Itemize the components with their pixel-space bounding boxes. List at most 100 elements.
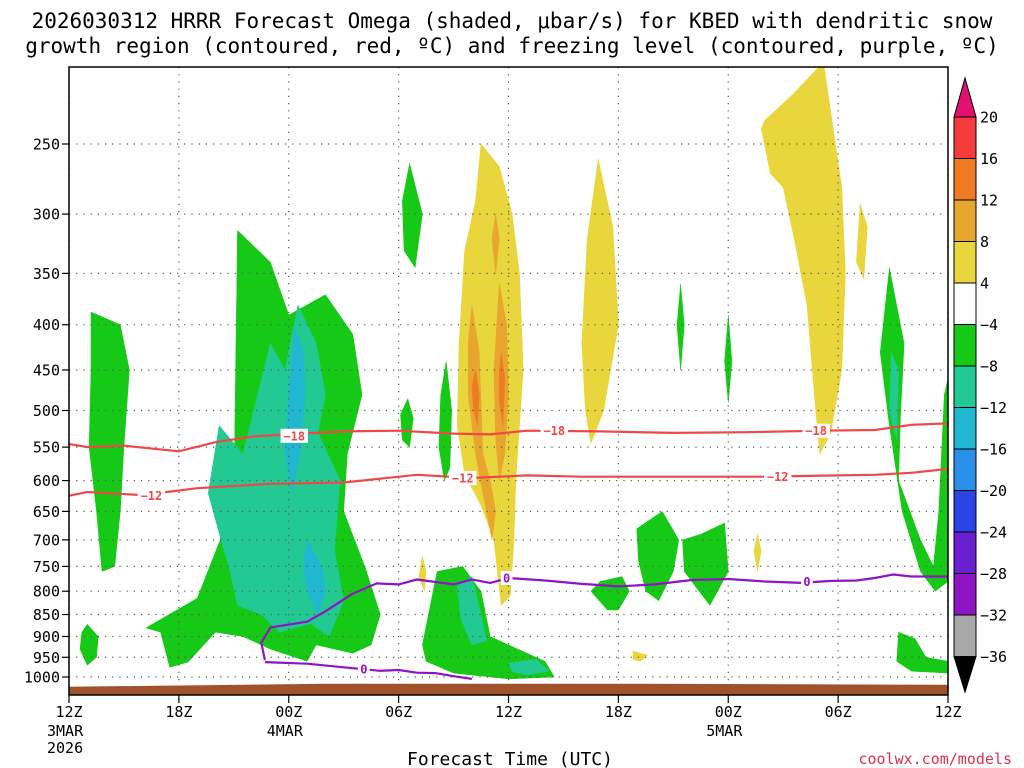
contour-label-bg xyxy=(763,469,792,484)
contour-label-bg xyxy=(449,471,477,486)
omega-region-25 xyxy=(499,352,506,426)
y-tick-label-850: 850 xyxy=(33,606,60,624)
contour-label-bg xyxy=(137,488,166,503)
x-tick-year-0: 2026 xyxy=(47,739,83,757)
y-tick-label-400: 400 xyxy=(33,316,60,334)
colorbar-bin-9 xyxy=(953,448,977,491)
x-tick-date-0: 3MAR xyxy=(47,722,84,740)
omega-region-13 xyxy=(636,511,680,602)
y-tick-label-550: 550 xyxy=(33,439,60,457)
x-tick-date-6: 5MAR xyxy=(706,722,743,740)
colorbar-bin-12 xyxy=(953,573,977,616)
colorbar-label-3: 8 xyxy=(980,233,989,251)
colorbar-label-4: 4 xyxy=(980,275,989,293)
omega-region-28 xyxy=(856,203,868,279)
contour-label-bg xyxy=(357,662,370,677)
contour-label-1-1: −12 xyxy=(452,472,474,486)
y-tick-label-500: 500 xyxy=(33,402,60,420)
y-tick-label-900: 900 xyxy=(33,628,60,646)
colorbar-bin-6 xyxy=(953,324,977,367)
y-tick-label-250: 250 xyxy=(33,136,60,154)
colorbar-bin-8 xyxy=(953,407,977,450)
contour-label-bg xyxy=(500,571,513,586)
colorbar-label-11: −28 xyxy=(980,565,1007,583)
contour-line-1 xyxy=(69,467,948,497)
colorbar-bin-3 xyxy=(953,199,977,242)
contour-label-0-2: −18 xyxy=(805,424,827,438)
x-tick-label-8: 12Z xyxy=(934,703,961,721)
colorbar-top-arrow xyxy=(953,76,977,118)
omega-region-9 xyxy=(422,566,555,680)
colorbar-label-0: 20 xyxy=(980,109,998,127)
x-tick-date-2: 4MAR xyxy=(267,722,304,740)
omega-region-4 xyxy=(284,327,306,494)
contour-label-bg xyxy=(802,423,830,438)
gridlines xyxy=(68,67,949,695)
colorbar-label-12: −32 xyxy=(980,607,1007,625)
omega-region-15 xyxy=(676,284,685,371)
omega-region-17 xyxy=(879,267,948,592)
contour-label-bg xyxy=(280,428,308,443)
x-tick-label-5: 18Z xyxy=(605,703,632,721)
colorbar-bin-7 xyxy=(953,365,977,408)
terrain-band xyxy=(69,683,948,695)
omega-region-7 xyxy=(400,398,414,448)
omega-region-20 xyxy=(456,143,524,606)
title-line-1: 2026030312 HRRR Forecast Omega (shaded, … xyxy=(32,9,993,33)
pressure-axis: 250 300 350 400 450 500 550 600 650 700 750 800 850 9… xyxy=(24,136,69,687)
credit-link[interactable]: coolwx.com/models xyxy=(858,750,1012,768)
contour-label-3-0: 0 xyxy=(360,663,367,677)
contour-label-2-0: 0 xyxy=(503,572,510,586)
omega-region-6 xyxy=(402,163,423,269)
contour-label-bg xyxy=(801,574,813,589)
omega-region-27 xyxy=(760,67,846,455)
omega-region-0 xyxy=(88,311,130,572)
colorbar-bin-4 xyxy=(953,241,977,284)
y-tick-label-450: 450 xyxy=(33,361,60,379)
omega-region-19 xyxy=(896,631,948,674)
colorbar-bin-2 xyxy=(953,158,977,201)
omega-region-31 xyxy=(418,555,427,592)
contour-label-bg xyxy=(540,423,568,438)
colorbar-label-5: −4 xyxy=(980,316,998,334)
colorbar-bin-10 xyxy=(953,490,977,533)
y-tick-label-350: 350 xyxy=(33,265,60,283)
omega-region-10 xyxy=(456,576,487,646)
omega-region-21 xyxy=(467,304,496,540)
colorbar-bin-13 xyxy=(953,614,977,657)
colorbar-label-6: −8 xyxy=(980,358,998,376)
omega-region-29 xyxy=(753,534,762,572)
omega-region-16 xyxy=(724,314,733,403)
omega-region-14 xyxy=(682,522,729,606)
contour-label-1-2: −12 xyxy=(767,470,789,484)
colorbar-label-2: 12 xyxy=(980,192,998,210)
omega-region-23 xyxy=(491,214,500,274)
colorbar-bottom-arrow xyxy=(953,656,977,694)
contour-label-0-0: −18 xyxy=(283,429,305,443)
colorbar-label-8: −16 xyxy=(980,441,1007,459)
contour-label-0-1: −18 xyxy=(543,424,565,438)
omega-region-1 xyxy=(79,623,99,666)
y-tick-label-950: 950 xyxy=(33,649,60,667)
omega-region-8 xyxy=(438,361,452,482)
colorbar-label-7: −12 xyxy=(980,399,1007,417)
omega-region-12 xyxy=(590,576,630,611)
omega-region-11 xyxy=(508,659,550,676)
colorbar-bin-11 xyxy=(953,531,977,574)
contour-label-2-1: 0 xyxy=(803,575,810,589)
y-tick-label-800: 800 xyxy=(33,583,60,601)
colorbar-label-1: 16 xyxy=(980,150,998,168)
title-line-2: growth region (contoured, red, ºC) and f… xyxy=(25,34,999,58)
contour-label-1-0: −12 xyxy=(141,489,163,503)
x-axis-label: Forecast Time (UTC) xyxy=(407,749,613,768)
colorbar-bin-5 xyxy=(953,282,977,325)
y-tick-label-750: 750 xyxy=(33,558,60,576)
y-tick-label-700: 700 xyxy=(33,531,60,549)
x-tick-label-0: 12Z xyxy=(55,703,82,721)
colorbar-label-13: −36 xyxy=(980,648,1007,666)
omega-region-24 xyxy=(471,369,480,426)
y-tick-label-600: 600 xyxy=(33,472,60,490)
y-tick-label-300: 300 xyxy=(33,206,60,224)
omega-shading xyxy=(79,67,948,680)
